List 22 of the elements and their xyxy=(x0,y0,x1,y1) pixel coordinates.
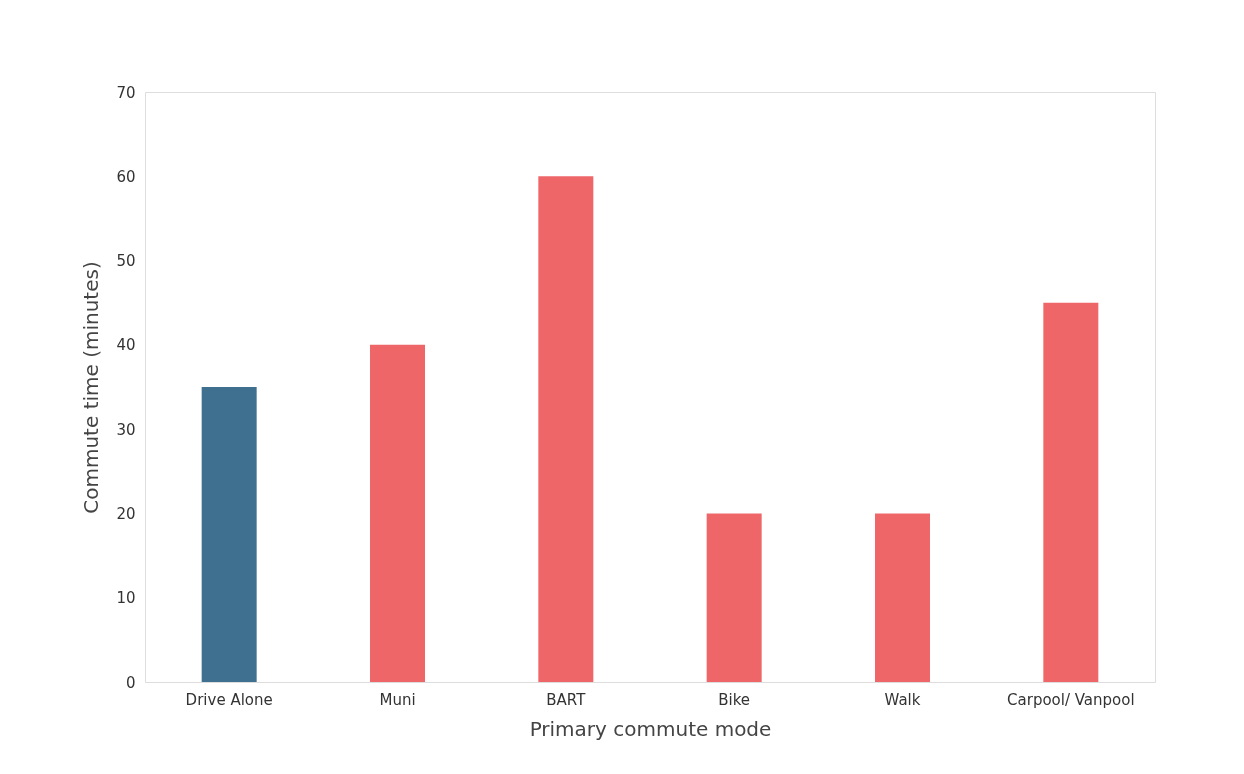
x-tick-label: BART xyxy=(546,690,587,709)
x-tick-label: Carpool/ Vanpool xyxy=(1007,690,1135,709)
y-tick-label: 50 xyxy=(116,252,136,271)
x-axis-title: Primary commute mode xyxy=(529,716,772,741)
bar xyxy=(201,387,257,682)
y-tick-label: 20 xyxy=(116,504,136,523)
bar xyxy=(538,176,594,682)
y-tick-label: 0 xyxy=(125,673,136,692)
x-tick-label: Drive Alone xyxy=(185,690,273,709)
x-tick-label: Bike xyxy=(718,690,751,709)
y-tick-label: 60 xyxy=(116,167,136,186)
x-tick-label: Muni xyxy=(379,690,416,709)
y-tick-label: 40 xyxy=(116,336,136,355)
bar xyxy=(1043,302,1099,682)
bar xyxy=(370,344,425,682)
x-tick-label: Walk xyxy=(884,690,921,709)
bar xyxy=(875,513,930,682)
y-axis-title: Commute time (minutes) xyxy=(79,261,104,514)
y-tick-label: 10 xyxy=(116,589,136,608)
y-tick-label: 30 xyxy=(116,420,136,439)
bar xyxy=(706,513,762,682)
y-tick-label: 70 xyxy=(116,83,136,102)
